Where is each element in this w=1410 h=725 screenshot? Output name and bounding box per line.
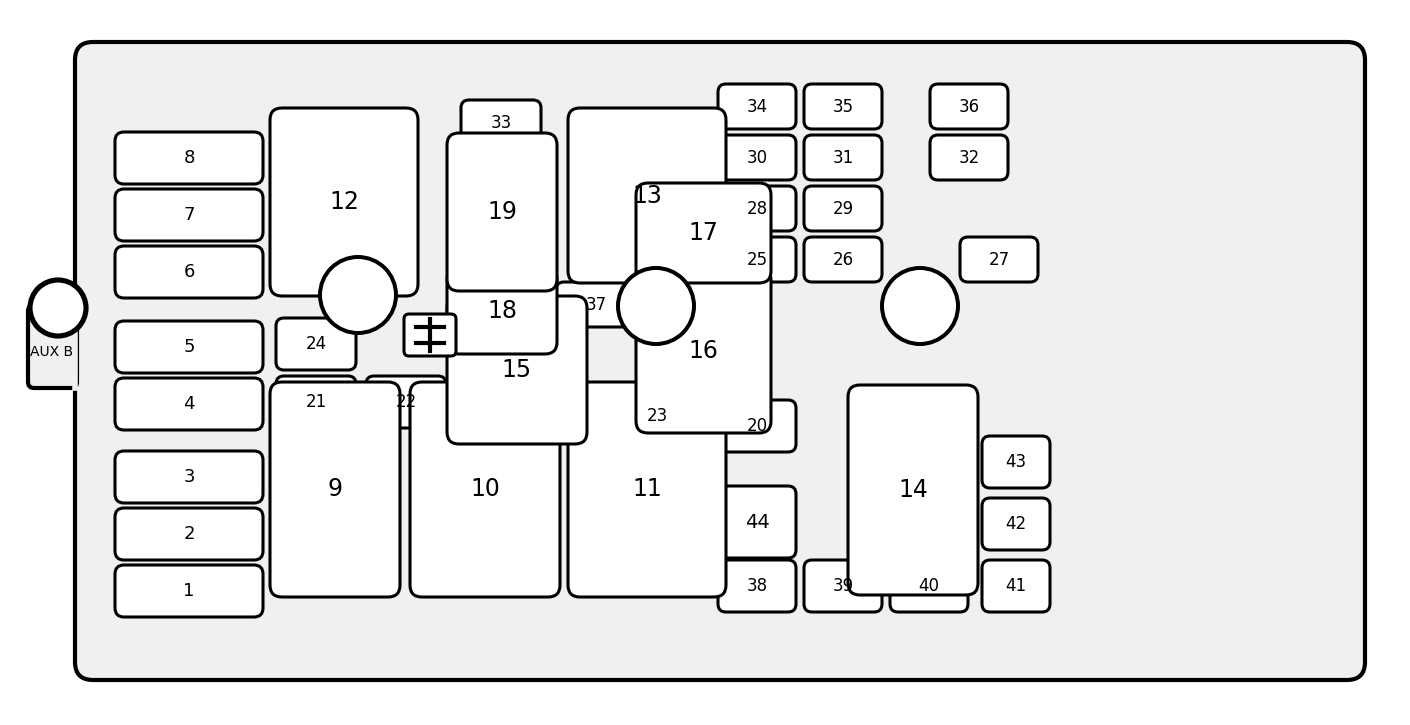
Text: 27: 27 [988,251,1010,268]
FancyBboxPatch shape [718,486,797,558]
FancyBboxPatch shape [116,451,264,503]
Text: 8: 8 [183,149,195,167]
FancyBboxPatch shape [804,135,883,180]
Text: 13: 13 [632,183,661,207]
FancyBboxPatch shape [116,321,264,373]
Text: 24: 24 [306,335,327,353]
Text: 3: 3 [183,468,195,486]
FancyBboxPatch shape [447,268,557,354]
Text: 40: 40 [918,577,939,595]
Text: 34: 34 [746,97,767,115]
FancyBboxPatch shape [568,108,726,283]
Text: 19: 19 [486,200,517,224]
FancyBboxPatch shape [981,436,1050,488]
FancyBboxPatch shape [405,314,455,356]
Text: 25: 25 [746,251,767,268]
Text: 20: 20 [746,417,767,435]
Text: 17: 17 [688,221,719,245]
FancyBboxPatch shape [276,318,355,370]
Text: 9: 9 [327,478,343,502]
FancyBboxPatch shape [367,376,446,428]
Text: 29: 29 [832,199,853,218]
FancyBboxPatch shape [556,282,636,327]
Text: 33: 33 [491,114,512,131]
Text: 42: 42 [1005,515,1026,533]
FancyBboxPatch shape [804,186,883,231]
FancyBboxPatch shape [116,132,264,184]
Text: 16: 16 [688,339,719,362]
FancyBboxPatch shape [718,84,797,129]
FancyBboxPatch shape [960,237,1038,282]
Circle shape [883,268,957,344]
Text: 44: 44 [744,513,770,531]
Text: 32: 32 [959,149,980,167]
FancyBboxPatch shape [636,183,771,283]
FancyBboxPatch shape [636,268,771,433]
Text: 14: 14 [898,478,928,502]
Circle shape [618,268,694,344]
Text: 39: 39 [832,577,853,595]
Text: 41: 41 [1005,577,1026,595]
Text: 7: 7 [183,206,195,224]
Text: 26: 26 [832,251,853,268]
FancyBboxPatch shape [718,560,797,612]
Text: 43: 43 [1005,453,1026,471]
Text: 21: 21 [306,393,327,411]
Text: 6: 6 [183,263,195,281]
Text: 35: 35 [832,97,853,115]
Text: 10: 10 [470,478,501,502]
FancyBboxPatch shape [28,305,78,388]
Text: 5: 5 [183,338,195,356]
Text: 36: 36 [959,97,980,115]
Text: 30: 30 [746,149,767,167]
Circle shape [30,280,86,336]
Text: 37: 37 [585,296,606,313]
FancyBboxPatch shape [804,560,883,612]
FancyBboxPatch shape [618,390,697,442]
FancyBboxPatch shape [931,135,1008,180]
FancyBboxPatch shape [718,186,797,231]
FancyBboxPatch shape [568,382,726,597]
Text: 11: 11 [632,478,661,502]
FancyBboxPatch shape [981,498,1050,550]
FancyBboxPatch shape [269,108,417,296]
FancyBboxPatch shape [410,382,560,597]
FancyBboxPatch shape [847,385,979,595]
FancyBboxPatch shape [116,508,264,560]
FancyBboxPatch shape [447,133,557,291]
Text: 18: 18 [486,299,517,323]
FancyBboxPatch shape [116,378,264,430]
FancyBboxPatch shape [981,560,1050,612]
Text: AUX B: AUX B [31,345,73,359]
FancyBboxPatch shape [931,84,1008,129]
Circle shape [320,257,396,333]
FancyBboxPatch shape [718,135,797,180]
Text: 31: 31 [832,149,853,167]
Text: 2: 2 [183,525,195,543]
Text: 12: 12 [329,190,360,214]
FancyBboxPatch shape [75,42,1365,680]
FancyBboxPatch shape [718,237,797,282]
FancyBboxPatch shape [804,84,883,129]
Text: 1: 1 [183,582,195,600]
Text: 23: 23 [646,407,667,425]
Text: 22: 22 [395,393,416,411]
FancyBboxPatch shape [447,296,587,444]
Text: 38: 38 [746,577,767,595]
FancyBboxPatch shape [461,100,541,145]
FancyBboxPatch shape [116,189,264,241]
FancyBboxPatch shape [116,565,264,617]
FancyBboxPatch shape [890,560,969,612]
FancyBboxPatch shape [116,246,264,298]
Text: 28: 28 [746,199,767,218]
FancyBboxPatch shape [276,376,355,428]
FancyBboxPatch shape [269,382,400,597]
FancyBboxPatch shape [804,237,883,282]
FancyBboxPatch shape [718,400,797,452]
Text: 4: 4 [183,395,195,413]
Text: 15: 15 [502,358,532,382]
